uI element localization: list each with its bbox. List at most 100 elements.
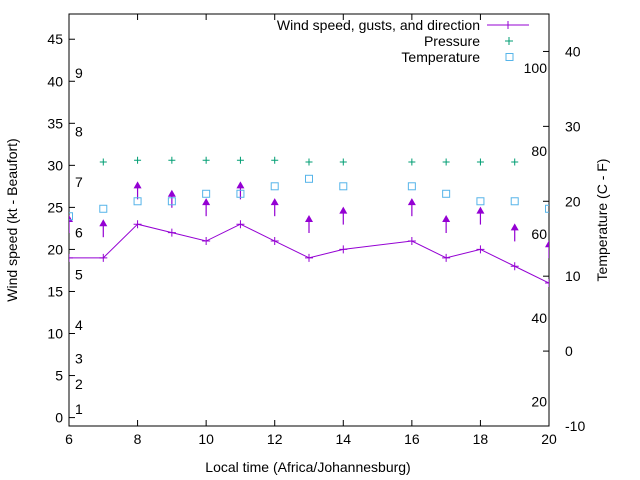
gust-arrow-head bbox=[31, 253, 39, 260]
wind-speed-point bbox=[99, 253, 108, 262]
pressure-point bbox=[99, 158, 107, 166]
gust-arrow-head bbox=[407, 198, 416, 206]
y-right-tick-label: -10 bbox=[565, 418, 585, 434]
y-left-tick-label: 5 bbox=[55, 368, 63, 384]
beaufort-label: 3 bbox=[75, 351, 83, 367]
wind-speed-point bbox=[339, 245, 348, 254]
temperature-point bbox=[510, 197, 519, 206]
gust-arrow-head bbox=[133, 181, 142, 189]
y-left-tick-label: 40 bbox=[47, 73, 63, 89]
x-tick-label: 12 bbox=[267, 431, 283, 447]
x-tick-label: 20 bbox=[541, 431, 557, 447]
x-tick-label: 14 bbox=[335, 431, 351, 447]
gust-arrow-head bbox=[305, 215, 313, 222]
temperature-point bbox=[236, 189, 245, 198]
wind-speed-point bbox=[236, 220, 245, 229]
wind-speed-point bbox=[545, 279, 549, 288]
pressure-point bbox=[305, 158, 313, 166]
wind-speed-point bbox=[202, 237, 211, 246]
temperature-point bbox=[99, 204, 108, 213]
y-right-tick-label: 30 bbox=[565, 118, 581, 134]
gust-arrow-head bbox=[69, 215, 73, 222]
pressure-point bbox=[442, 158, 450, 166]
y-right-tick-label: 0 bbox=[565, 343, 573, 359]
y-left-tick-label: 35 bbox=[47, 115, 63, 131]
temperature-point bbox=[270, 182, 279, 191]
x-tick-label: 8 bbox=[134, 431, 142, 447]
gust-arrow-head bbox=[579, 249, 587, 256]
pressure-point bbox=[271, 156, 279, 164]
gust-arrow-head bbox=[202, 198, 211, 206]
pressure-point bbox=[339, 158, 347, 166]
gust-arrow-head bbox=[545, 240, 549, 248]
y-right-tick-label: 10 bbox=[565, 268, 581, 284]
wind-speed-point bbox=[305, 253, 313, 262]
y-right-tick-label: 20 bbox=[565, 193, 581, 209]
gust-arrow-head bbox=[236, 181, 245, 189]
y-left-tick-label: 20 bbox=[47, 241, 63, 257]
legend-label-temperature: Temperature bbox=[401, 49, 480, 65]
pressure-point bbox=[408, 158, 416, 166]
temperature-point bbox=[407, 182, 416, 191]
y-left-tick-label: 15 bbox=[47, 283, 63, 299]
x-tick-label: 18 bbox=[473, 431, 489, 447]
wind-speed-point bbox=[167, 228, 176, 237]
legend-marker-pressure bbox=[505, 37, 513, 45]
legend-label-pressure: Pressure bbox=[424, 33, 480, 49]
gust-arrow-head bbox=[167, 189, 176, 197]
pressure-point bbox=[134, 156, 142, 164]
wind-speed-point bbox=[510, 262, 519, 271]
beaufort-label: 8 bbox=[75, 124, 83, 140]
temperature-point bbox=[202, 189, 211, 198]
wind-speed-point bbox=[69, 253, 73, 262]
y-left-tick-label: 25 bbox=[47, 199, 63, 215]
pressure-point bbox=[168, 156, 176, 164]
beaufort-label: 9 bbox=[75, 65, 83, 81]
y-right-tick-label: 40 bbox=[565, 43, 581, 59]
pressure-point bbox=[236, 156, 244, 164]
x-tick-label: 6 bbox=[65, 431, 73, 447]
temperature-point bbox=[305, 174, 313, 183]
temperature-point bbox=[339, 182, 348, 191]
temperature-point bbox=[545, 204, 549, 213]
gust-arrow-head bbox=[99, 219, 108, 227]
pressure-point bbox=[202, 156, 210, 164]
temperature-point bbox=[167, 197, 176, 206]
fahrenheit-label: 20 bbox=[531, 393, 547, 409]
beaufort-label: 1 bbox=[75, 401, 83, 417]
wind-speed-point bbox=[133, 220, 142, 229]
gust-arrow-head bbox=[510, 223, 519, 231]
wind-speed-line bbox=[69, 223, 549, 284]
y-left-tick-label: 30 bbox=[47, 157, 63, 173]
temperature-point bbox=[442, 189, 451, 198]
wind-speed-point bbox=[476, 245, 485, 254]
wind-speed-point bbox=[407, 237, 416, 246]
beaufort-label: 4 bbox=[75, 317, 83, 333]
gust-arrow-head bbox=[339, 206, 348, 214]
x-tick-label: 16 bbox=[404, 431, 420, 447]
wind-speed-point bbox=[442, 253, 451, 262]
legend: Wind speed, gusts, and direction Pressur… bbox=[277, 17, 529, 65]
y-axis-label-left: Wind speed (kt - Beaufort) bbox=[4, 138, 20, 301]
beaufort-label: 2 bbox=[75, 376, 83, 392]
y-left-tick-label: 45 bbox=[47, 31, 63, 47]
temperature-point bbox=[133, 197, 142, 206]
wind-speed-point bbox=[270, 237, 279, 246]
y-axis-label-right: Temperature (C - F) bbox=[594, 159, 610, 282]
pressure-point bbox=[511, 158, 519, 166]
legend-label-wind: Wind speed, gusts, and direction bbox=[277, 17, 480, 33]
fahrenheit-label: 60 bbox=[531, 226, 547, 242]
pressure-point bbox=[476, 158, 484, 166]
gust-arrow-head bbox=[442, 215, 451, 222]
fahrenheit-label: 100 bbox=[524, 60, 548, 76]
y-left-tick-label: 10 bbox=[47, 326, 63, 342]
temperature-point bbox=[476, 197, 485, 206]
beaufort-label: 6 bbox=[75, 225, 83, 241]
x-tick-label: 10 bbox=[198, 431, 214, 447]
y-left-tick-label: 0 bbox=[55, 410, 63, 426]
temperature-point bbox=[69, 212, 73, 221]
legend-marker-temperature bbox=[505, 53, 514, 61]
beaufort-label: 7 bbox=[75, 174, 83, 190]
gust-arrow-head bbox=[270, 198, 279, 206]
